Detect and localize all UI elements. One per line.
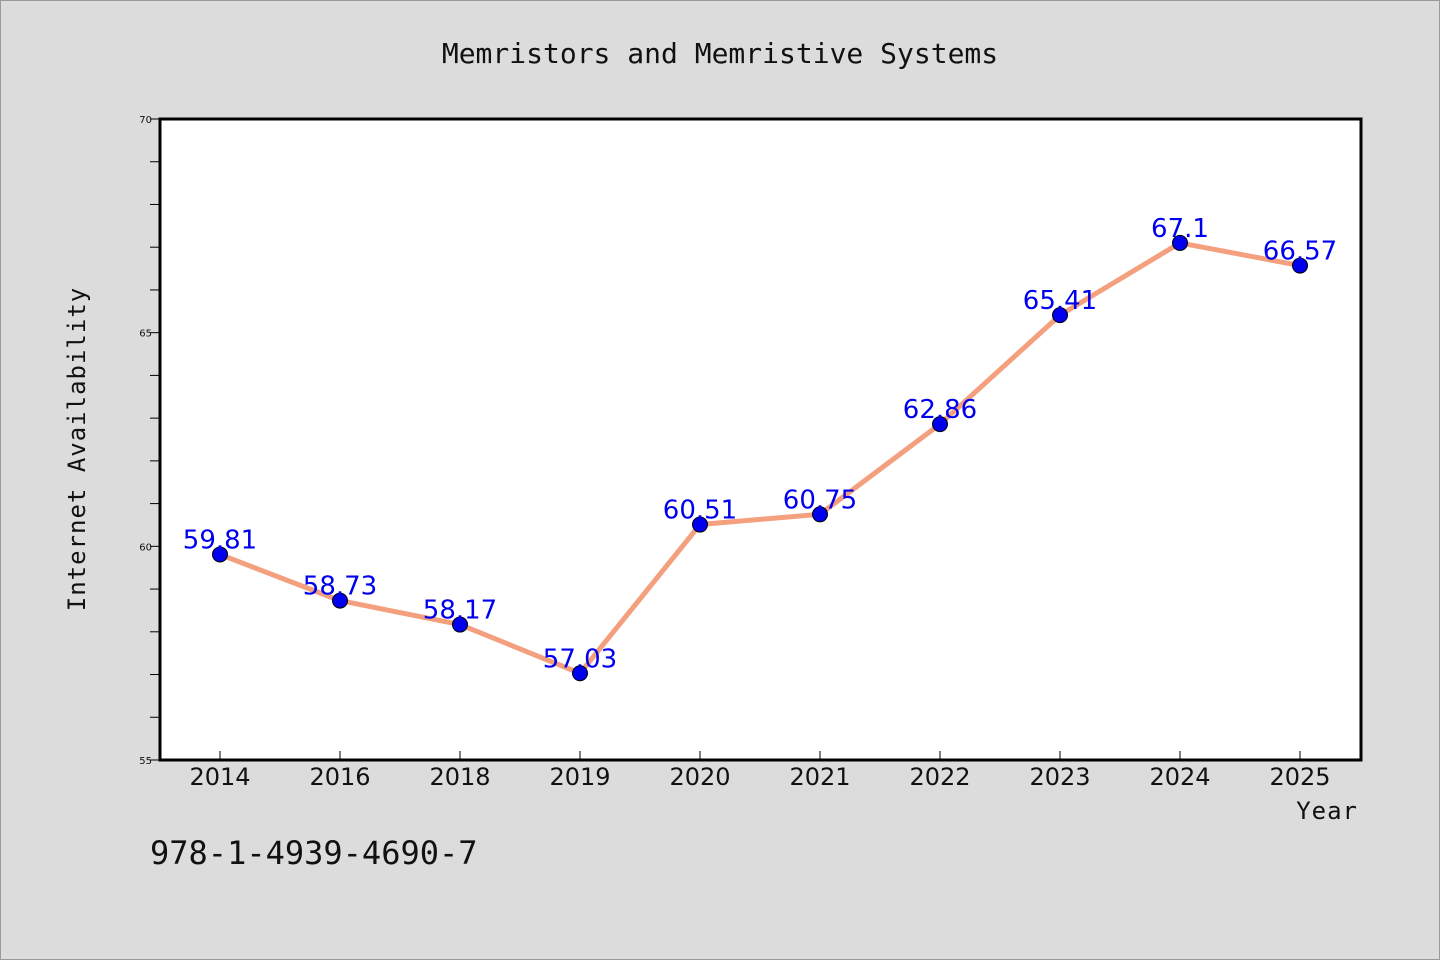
y-tick-label: 65 bbox=[139, 329, 152, 340]
data-point bbox=[212, 546, 228, 563]
data-label: 66.57 bbox=[1263, 237, 1337, 267]
x-tick-label: 2024 bbox=[1149, 763, 1210, 791]
x-axis-label: Year bbox=[1296, 797, 1358, 825]
data-label: 62.86 bbox=[903, 395, 977, 425]
data-label: 60.51 bbox=[663, 496, 737, 526]
isbn-footer-text: 978-1-4939-4690-7 bbox=[150, 834, 478, 872]
data-label: 59.81 bbox=[183, 525, 257, 555]
x-tick-label: 2019 bbox=[549, 763, 610, 791]
data-point bbox=[1292, 257, 1308, 274]
data-label: 60.75 bbox=[783, 485, 857, 515]
data-label: 58.17 bbox=[423, 596, 497, 626]
data-label: 57.03 bbox=[543, 644, 617, 674]
x-tick-label: 2020 bbox=[669, 763, 730, 791]
data-point bbox=[452, 616, 468, 633]
x-tick-label: 2022 bbox=[909, 763, 970, 791]
x-tick-label: 2021 bbox=[789, 763, 850, 791]
data-label: 65.41 bbox=[1023, 286, 1097, 316]
chart-title: Memristors and Memristive Systems bbox=[442, 37, 998, 70]
data-label: 58.73 bbox=[303, 572, 377, 602]
plot-area bbox=[158, 117, 1363, 762]
data-point bbox=[572, 665, 588, 682]
x-tick-label: 2018 bbox=[429, 763, 490, 791]
y-tick-label: 60 bbox=[139, 542, 152, 553]
y-axis-label: Internet Availability bbox=[63, 287, 91, 611]
data-point bbox=[692, 516, 708, 533]
x-axis-ticks: 2014 2016 2018 2019 2020 2021 2022 2023 2024 2025 bbox=[189, 751, 1331, 791]
y-axis-ticks: 55 60 65 70 bbox=[139, 115, 160, 767]
x-tick-label: 2016 bbox=[309, 763, 370, 791]
data-point bbox=[332, 592, 348, 609]
data-point bbox=[1052, 307, 1068, 324]
x-tick-label: 2025 bbox=[1269, 763, 1330, 791]
series-line bbox=[217, 240, 1303, 676]
data-labels-layer: 59.81 58.73 58.17 57.03 60.51 60.75 62.86 65.41… bbox=[183, 214, 1337, 674]
data-label: 67.1 bbox=[1151, 214, 1209, 244]
x-tick-label: 2014 bbox=[189, 763, 250, 791]
data-point bbox=[932, 416, 948, 433]
y-tick-label: 70 bbox=[139, 115, 152, 126]
series-layer bbox=[212, 234, 1308, 682]
data-point bbox=[812, 506, 828, 523]
y-tick-label: 55 bbox=[139, 756, 152, 767]
x-tick-label: 2023 bbox=[1029, 763, 1090, 791]
data-point bbox=[1172, 234, 1188, 251]
